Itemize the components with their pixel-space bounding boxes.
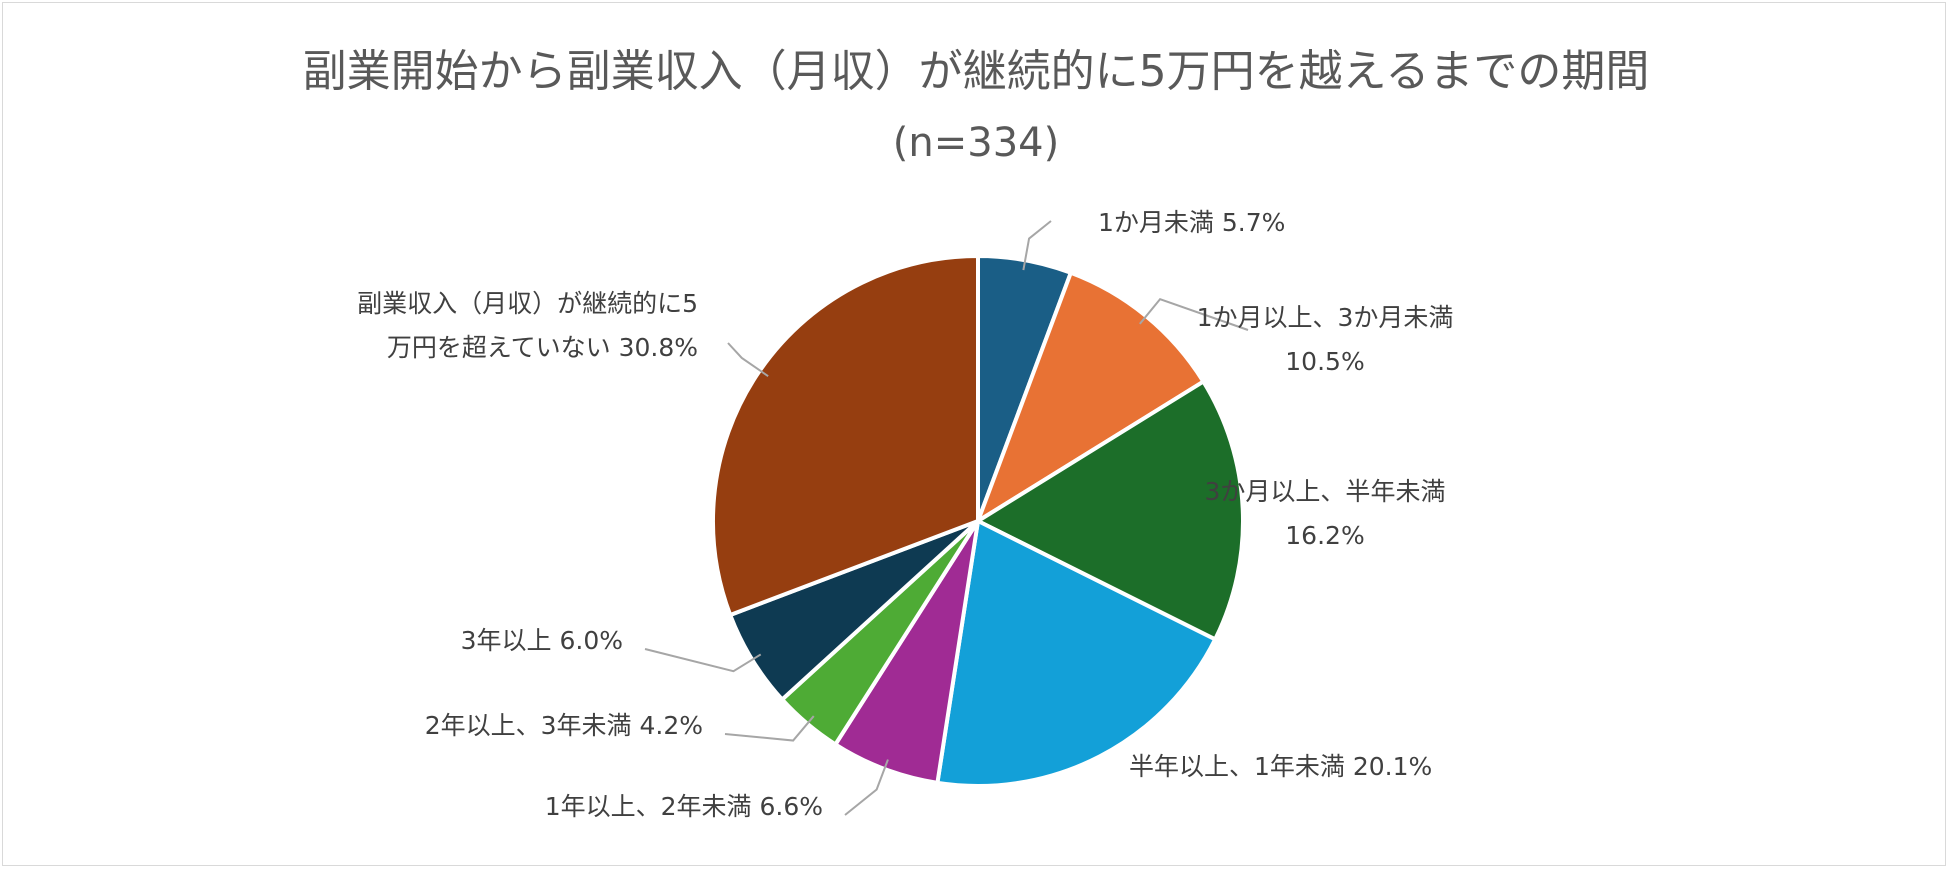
leader-line [644,648,762,673]
chart-subtitle: (n=334) [893,120,1059,166]
pie-chart: 副業開始から副業収入（月収）が継続的に5万円を越えるまでの期間 (n=334) … [303,46,1650,821]
slice-data-label: 副業収入（月収）が継続的に5 万円を超えていない 30.8% [357,289,698,362]
pie-slice [976,379,1245,642]
slice-data-label: 3か月以上、半年未満 16.2% [1205,477,1446,550]
leader-line [844,759,889,816]
pie-slice [935,519,1218,788]
pie-slices [711,254,1245,788]
leader-line [1022,220,1052,271]
slice-data-label: 半年以上、1年未満 20.1% [1129,752,1432,781]
leader-line [724,715,815,742]
slice-data-label: 1年以上、2年未満 6.6% [545,792,823,821]
slice-data-label: 2年以上、3年未満 4.2% [425,711,703,740]
data-labels: 1か月未満 5.7% 1か月以上、3か月未満 10.5% 3か月以上、半年未満 16.2… [357,208,1453,821]
leader-line [727,342,769,377]
leader-line [1139,297,1249,331]
leader-lines [644,220,1249,816]
slice-data-label: 1か月以上、3か月未満 10.5% [1197,303,1454,376]
slice-data-label: 3年以上 6.0% [461,626,623,655]
chart-title: 副業開始から副業収入（月収）が継続的に5万円を越えるまでの期間 [303,46,1650,97]
slice-data-label: 1か月未満 5.7% [1098,208,1285,237]
